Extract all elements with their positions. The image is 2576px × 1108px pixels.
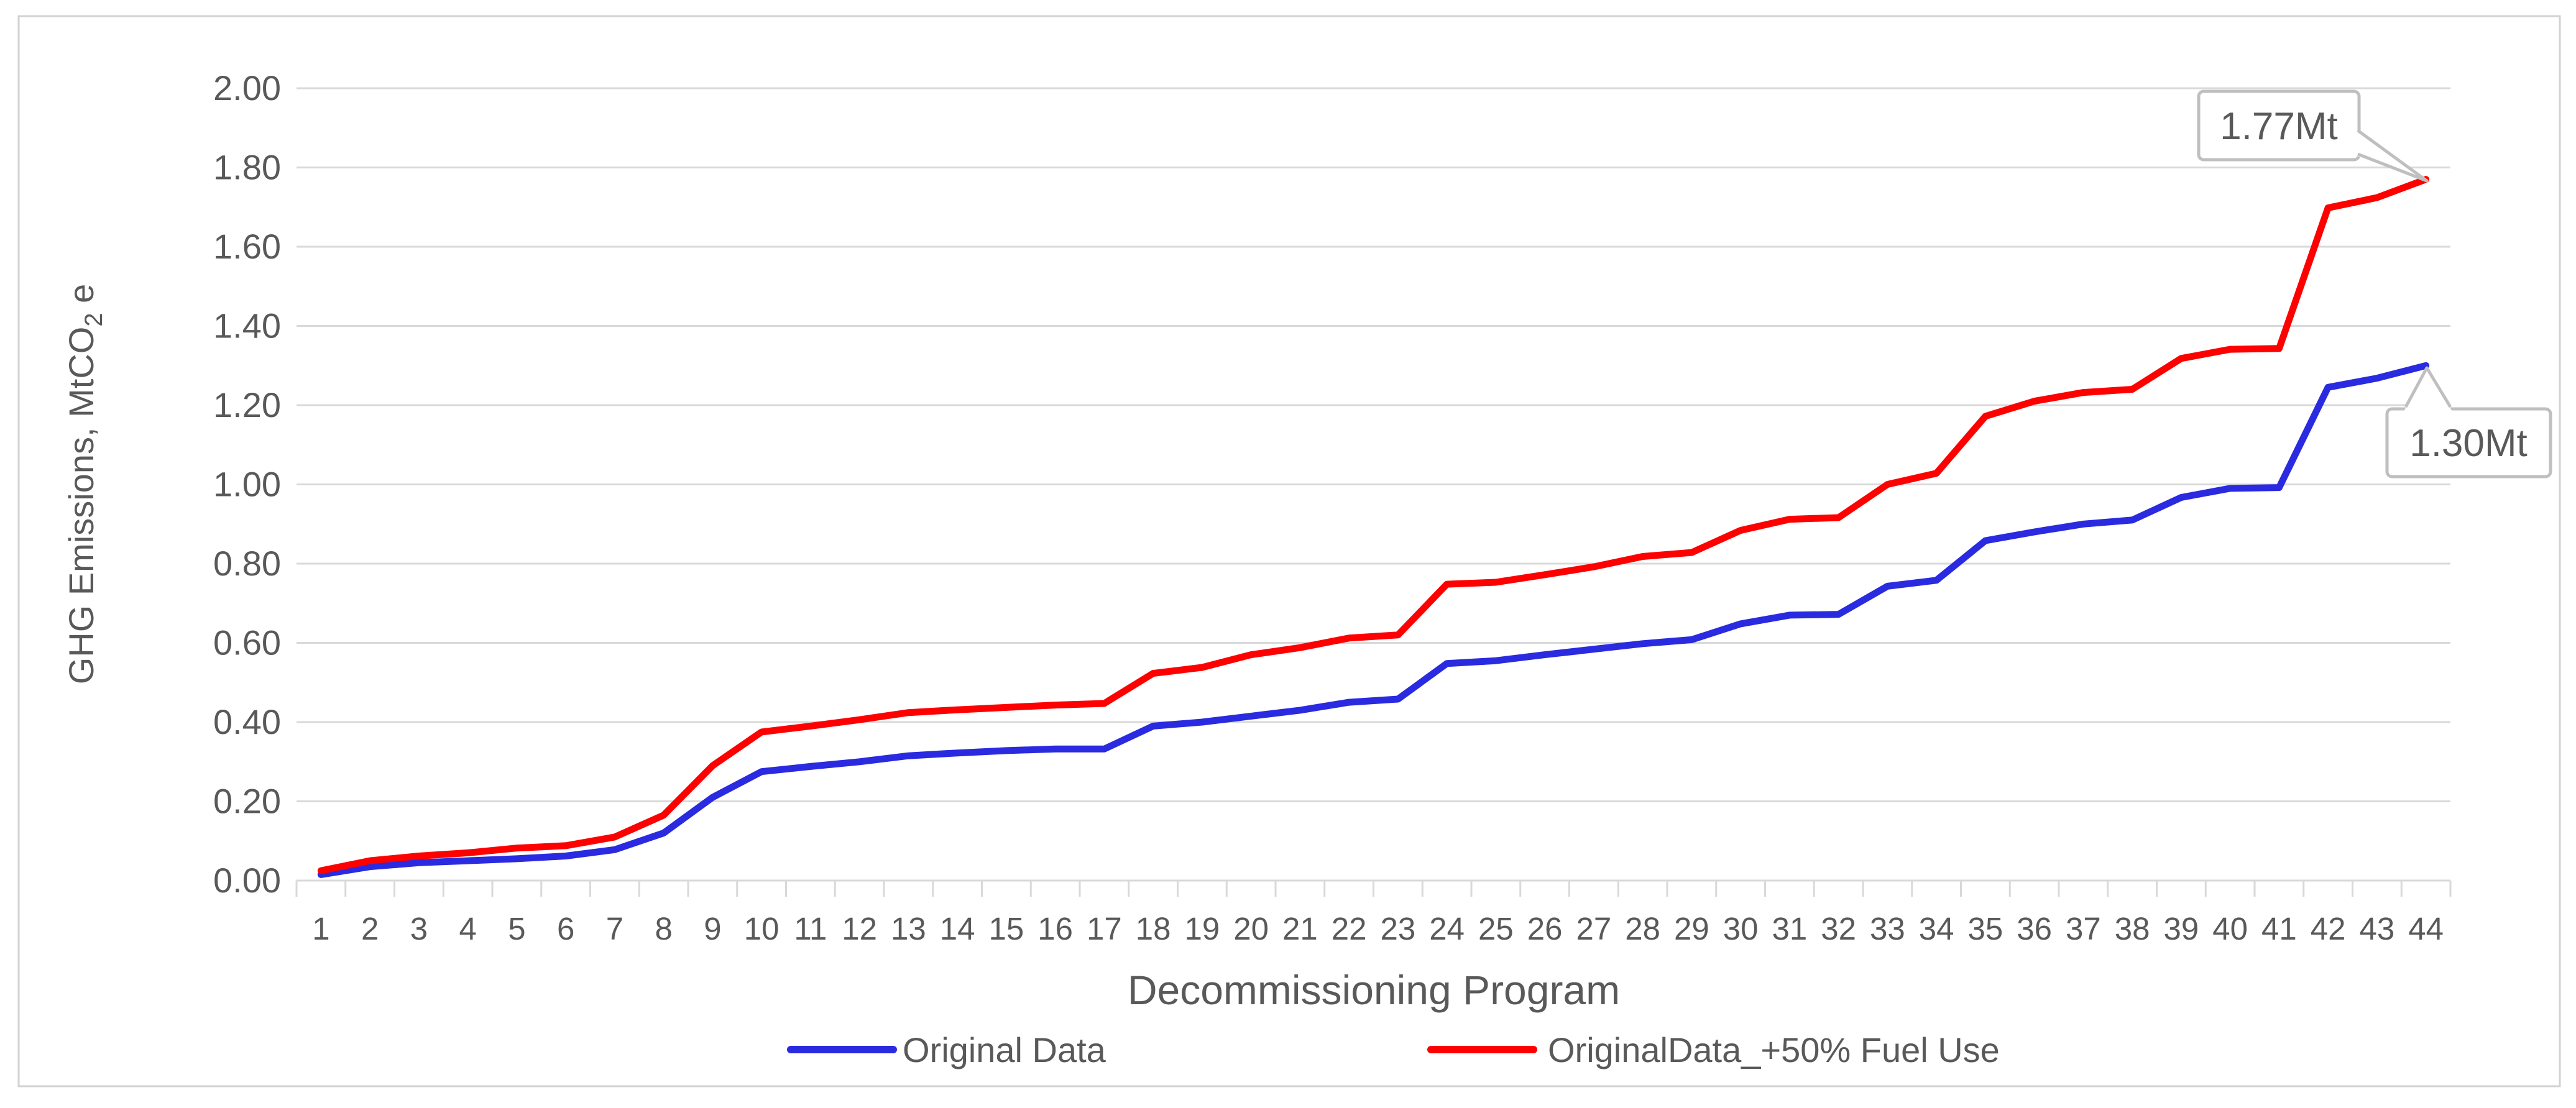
x-axis-tick-label: 10	[744, 911, 780, 946]
x-axis-tick-label: 29	[1674, 911, 1709, 946]
x-axis-tick-label: 11	[794, 911, 827, 946]
y-axis-title-sub: 2	[80, 313, 108, 326]
x-axis-tick-label: 25	[1478, 911, 1514, 946]
callout-130mt-pointer	[2404, 366, 2452, 408]
y-axis-tick-labels: 0.00 0.20 0.40 0.60 0.80 1.00 1.20 1.40 1.60 1.80…	[213, 68, 281, 900]
x-axis-tick-label: 44	[2408, 911, 2444, 946]
y-axis-tick-label: 1.80	[213, 148, 281, 187]
x-axis-tick-label: 3	[410, 911, 428, 946]
gridlines	[297, 87, 2450, 882]
legend: Original Data OriginalData_+50% Fuel Use	[787, 1030, 2000, 1069]
callout-177mt-box	[2197, 89, 2361, 162]
x-axis-tick-label: 30	[1723, 911, 1759, 946]
series-line-plus50-fuel	[317, 176, 2430, 874]
y-axis-title: GHG Emissions, MtCO2 e	[62, 284, 108, 685]
x-axis-tick-label: 16	[1037, 911, 1073, 946]
y-axis-tick-label: 2.00	[213, 68, 281, 108]
callout-130mt: 1.30Mt	[2385, 366, 2552, 478]
x-axis-tick-label: 4	[459, 911, 476, 946]
callout-177mt: 1.77Mt	[2197, 89, 2429, 183]
y-axis-tick-label: 1.60	[213, 227, 281, 266]
x-axis-tick-label: 17	[1087, 911, 1122, 946]
x-axis-tick-label: 38	[2115, 911, 2150, 946]
x-axis-tick-label: 1	[312, 911, 329, 946]
y-axis-tick-label: 1.00	[213, 465, 281, 504]
x-axis-tick-label: 5	[508, 911, 525, 946]
x-axis-tick-label: 40	[2212, 911, 2248, 946]
legend-label-plus50-fuel: OriginalData_+50% Fuel Use	[1548, 1030, 2000, 1069]
series-line-original-data	[317, 362, 2430, 878]
x-axis-tick-label: 13	[891, 911, 926, 946]
x-axis-tick-label: 31	[1772, 911, 1808, 946]
y-axis-tick-label: 0.60	[213, 623, 281, 662]
x-axis-tick-label: 19	[1185, 911, 1220, 946]
y-axis-title-main: GHG Emissions, MtCO	[62, 327, 101, 685]
x-axis-tick-labels: 1 2 3 4 5 6 7 8 9 10 11 12 13 14 15 16 17 18 19 20 21 22 23 24 2…	[312, 911, 2444, 946]
callout-177mt-pointer	[2357, 129, 2429, 183]
x-axis-tick-label: 23	[1381, 911, 1416, 946]
y-axis-tick-label: 0.00	[213, 861, 281, 900]
x-axis-tick-label: 36	[2017, 911, 2052, 946]
x-axis-tick-label: 8	[655, 911, 672, 946]
x-axis-tick-label: 33	[1870, 911, 1905, 946]
x-axis-tick-label: 6	[557, 911, 574, 946]
x-axis-tick-label: 22	[1332, 911, 1367, 946]
x-axis-tick-label: 34	[1919, 911, 1954, 946]
callout-130mt-box	[2385, 407, 2552, 478]
y-axis-tick-label: 0.40	[213, 702, 281, 741]
x-axis-tick-label: 32	[1821, 911, 1856, 946]
x-axis-tick-label: 26	[1527, 911, 1563, 946]
x-axis-tick-label: 43	[2360, 911, 2395, 946]
y-axis-tick-label: 0.80	[213, 544, 281, 583]
legend-label-original-data: Original Data	[903, 1030, 1106, 1069]
x-axis-title: Decommissioning Program	[1128, 967, 1620, 1013]
x-axis-tick-label: 24	[1429, 911, 1465, 946]
x-axis-tick-label: 39	[2164, 911, 2199, 946]
svg-text:GHG Emissions, MtCO2 e: GHG Emissions, MtCO2 e	[62, 284, 108, 685]
x-axis-tick-label: 2	[361, 911, 379, 946]
y-axis-tick-label: 1.20	[213, 385, 281, 424]
x-axis-tick-label: 12	[842, 911, 877, 946]
x-axis-tick-label: 28	[1625, 911, 1660, 946]
x-axis-tick-label: 21	[1282, 911, 1318, 946]
x-axis-tick-label: 35	[1968, 911, 2003, 946]
x-axis-tick-label: 42	[2311, 911, 2346, 946]
x-axis-tick-label: 20	[1233, 911, 1269, 946]
callout-130mt-pointer-fill	[2403, 367, 2453, 413]
x-axis-ticks	[295, 881, 2452, 897]
y-axis-tick-label: 1.40	[213, 306, 281, 346]
chart-frame	[17, 15, 2561, 1087]
x-axis-tick-label: 15	[989, 911, 1024, 946]
x-axis-tick-label: 41	[2261, 911, 2297, 946]
y-axis-title-tail: e	[62, 284, 101, 313]
x-axis-tick-label: 27	[1576, 911, 1612, 946]
x-axis-tick-label: 18	[1136, 911, 1171, 946]
callout-177mt-label: 1.77Mt	[2220, 105, 2338, 148]
legend-item-plus50-fuel: OriginalData_+50% Fuel Use	[1427, 1030, 2000, 1069]
x-axis-tick-label: 7	[606, 911, 623, 946]
callout-130mt-label: 1.30Mt	[2409, 422, 2528, 465]
x-axis-tick-label: 14	[940, 911, 975, 946]
x-axis-tick-label: 9	[704, 911, 721, 946]
x-axis-tick-label: 37	[2066, 911, 2101, 946]
y-axis-tick-label: 0.20	[213, 782, 281, 821]
legend-item-original-data: Original Data	[787, 1030, 1106, 1069]
series-lines	[317, 176, 2430, 878]
